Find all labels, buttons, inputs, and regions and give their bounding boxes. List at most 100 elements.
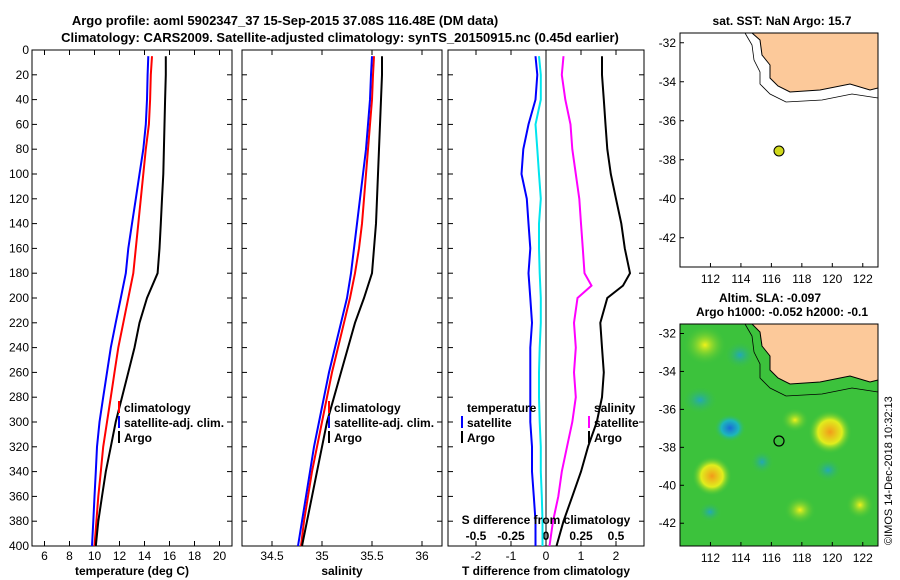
t-difference-axis-label: T difference from climatology xyxy=(462,564,630,578)
s-tick-label: 0.25 xyxy=(569,529,593,543)
s-tick-label: 0.5 xyxy=(608,529,625,543)
map-lon-tick-label: 112 xyxy=(701,272,720,286)
salinity-axis-label: salinity xyxy=(321,564,363,578)
x-tick-label: 10 xyxy=(88,549,102,563)
x-tick-label: 12 xyxy=(113,549,127,563)
y-tick-label: 220 xyxy=(9,316,29,330)
y-tick-label: 120 xyxy=(9,192,29,206)
s-tick-label: -0.25 xyxy=(497,529,525,543)
y-tick-label: 60 xyxy=(16,117,30,131)
map-lat-tick-label: -34 xyxy=(659,75,677,89)
y-tick-label: 280 xyxy=(9,390,29,404)
difference-plot: -2 -1 0 1 2 -0.5 -0.25 0 0.25 0.5 xyxy=(448,49,644,563)
sla-anomaly-high xyxy=(781,408,809,432)
y-tick-label: 40 xyxy=(16,93,30,107)
series-line-argo xyxy=(94,56,167,547)
map-lat-tick-label: -42 xyxy=(659,231,677,245)
map-lon-tick-label: 116 xyxy=(762,272,781,286)
sla-anomaly-low xyxy=(714,414,746,442)
series-line-satellite-adj-clim- xyxy=(91,56,150,547)
sla-anomaly-low xyxy=(698,502,722,522)
series-line-t-argo xyxy=(548,56,593,547)
y-tick-label: 260 xyxy=(9,365,29,379)
map-lat-tick-label: -40 xyxy=(659,192,677,206)
x-tick-label: 20 xyxy=(213,549,227,563)
y-tick-label: 0 xyxy=(22,43,29,57)
map-lat-tick-label: -36 xyxy=(659,402,677,416)
x-tick-label: 0 xyxy=(543,549,550,563)
map-lon-tick-label: 116 xyxy=(762,551,781,565)
map-lon-tick-label: 120 xyxy=(822,272,842,286)
series-line-argo xyxy=(301,56,383,547)
map-lon-tick-label: 122 xyxy=(853,272,873,286)
salinity-legend: climatology satellite-adj. clim. Argo xyxy=(328,401,434,445)
x-tick-label: 34.5 xyxy=(260,549,284,563)
sla-anomaly-high xyxy=(846,491,874,519)
legend-satellite-label: satellite-adj. clim. xyxy=(334,416,434,430)
map-lon-tick-label: 114 xyxy=(731,551,750,565)
series-line-satellite-adj-clim- xyxy=(297,56,373,547)
y-tick-label: 360 xyxy=(9,489,29,503)
y-tick-label: 340 xyxy=(9,465,29,479)
salinity-panel-frame xyxy=(241,49,443,547)
temperature-axis-label: temperature (deg C) xyxy=(75,564,189,578)
map-lon-tick-label: 114 xyxy=(731,272,750,286)
y-tick-label: 380 xyxy=(9,514,29,528)
sla-map-title-line2: Argo h1000: -0.052 h2000: -0.1 xyxy=(696,305,868,319)
legend-t-argo-label: Argo xyxy=(467,431,495,445)
x-tick-label: -2 xyxy=(471,549,482,563)
map-lat-tick-label: -34 xyxy=(659,364,677,378)
x-tick-label: -1 xyxy=(506,549,517,563)
legend-s-argo-label: Argo xyxy=(594,431,622,445)
y-tick-label: 140 xyxy=(9,217,29,231)
continental-shelf-contour xyxy=(744,324,878,397)
sla-map-title-line1: Altim. SLA: -0.097 xyxy=(719,291,821,305)
difference-legend-temperature: temperature satellite Argo xyxy=(461,401,537,445)
legend-t-satellite-label: satellite xyxy=(467,416,512,430)
series-line-climatology xyxy=(93,56,153,547)
argo-float-marker xyxy=(773,435,785,447)
legend-satellite-label: satellite-adj. clim. xyxy=(124,416,224,430)
sla-anomaly-low xyxy=(682,386,718,414)
y-tick-label: 80 xyxy=(16,142,30,156)
map-lon-tick-label: 118 xyxy=(792,272,811,286)
x-tick-label: 36 xyxy=(415,549,429,563)
y-tick-label: 100 xyxy=(9,167,29,181)
imos-credit: ©IMOS 14-Dec-2018 10:32:13 xyxy=(883,396,895,545)
legend-climatology-label: climatology xyxy=(124,401,191,415)
map-lon-tick-label: 118 xyxy=(792,551,811,565)
sla-anomaly-high xyxy=(692,456,732,496)
series-line-s-satellite xyxy=(534,56,544,546)
map-lon-tick-label: 122 xyxy=(853,551,873,565)
legend-argo-label: Argo xyxy=(124,431,152,445)
y-tick-label: 320 xyxy=(9,440,29,454)
y-tick-label: 180 xyxy=(9,266,29,280)
s-tick-label: -0.5 xyxy=(466,529,487,543)
x-tick-label: 18 xyxy=(188,549,202,563)
series-line-t-satellite xyxy=(520,56,539,546)
map-lat-tick-label: -40 xyxy=(659,478,677,492)
legend-argo-label: Argo xyxy=(334,431,362,445)
map-lat-tick-label: -36 xyxy=(659,114,677,128)
legend-s-satellite-label: satellite xyxy=(594,416,639,430)
sla-anomaly-low xyxy=(724,341,756,369)
y-tick-label: 160 xyxy=(9,241,29,255)
x-tick-label: 8 xyxy=(66,549,73,563)
x-tick-label: 6 xyxy=(41,549,48,563)
map-lat-tick-label: -32 xyxy=(659,36,677,50)
s-tick-label: 0 xyxy=(543,529,550,543)
sla-anomaly-low xyxy=(814,458,842,482)
temperature-legend: climatology satellite-adj. clim. Argo xyxy=(118,401,224,445)
sla-anomaly-high xyxy=(808,410,852,454)
sla-map xyxy=(680,324,878,546)
sla-map-frame xyxy=(679,323,879,547)
sst-map xyxy=(679,32,879,268)
x-tick-label: 1 xyxy=(578,549,585,563)
map-lat-tick-label: -42 xyxy=(659,516,677,530)
australia-landmass xyxy=(750,32,879,93)
y-tick-label: 400 xyxy=(9,539,29,553)
map-lat-tick-label: -38 xyxy=(659,440,677,454)
sla-anomaly-low xyxy=(750,450,774,474)
sla-map-axes: 112 114 116 118 120 122 -32 -34 -36 -38 -40 -42 xyxy=(659,326,873,565)
